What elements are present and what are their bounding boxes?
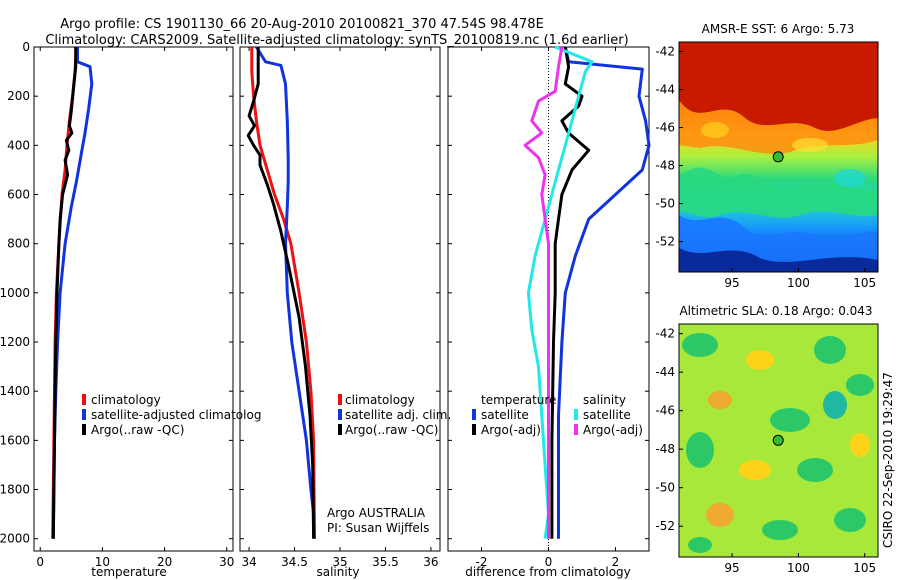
map-y-tick-label: -46 — [655, 404, 675, 418]
x-tick-label: 30 — [219, 555, 234, 569]
x-tick-label: 34 — [241, 555, 256, 569]
temperature-axes — [33, 46, 234, 552]
map-y-tick-label: -42 — [655, 45, 675, 59]
legend-swatch-blue — [472, 409, 476, 420]
legend-title-salinity: salinity — [583, 393, 626, 407]
y-tick-label: 200 — [7, 89, 30, 103]
x-tick-label: 0 — [545, 555, 553, 569]
figure-title-line2: Climatology: CARS2009. Satellite-adjuste… — [45, 33, 628, 48]
y-tick-label: 1600 — [0, 433, 30, 447]
map-x-tick-label: 95 — [724, 561, 739, 575]
legend-swatch-black — [338, 424, 342, 435]
y-tick-label: 1400 — [0, 384, 30, 398]
x-tick-label: 10 — [95, 555, 110, 569]
temperature-xlabel: temperature — [91, 565, 166, 579]
series-line — [250, 47, 316, 539]
x-tick-label: 0 — [36, 555, 44, 569]
salinity-legend: climatology satellite adj. clim. Argo(..… — [338, 393, 451, 437]
x-tick-label: 20 — [157, 555, 172, 569]
legend-label: Argo(..raw -QC) — [345, 423, 438, 437]
argo-note-line2: PI: Susan Wijffels — [327, 521, 429, 535]
legend-swatch-red — [338, 394, 342, 405]
figure-title-line1: Argo profile: CS 1901130_66 20-Aug-2010 … — [60, 17, 544, 32]
sla-map-title: Altimetric SLA: 0.18 Argo: 0.043 — [679, 304, 872, 318]
map-y-tick-label: -44 — [655, 365, 675, 379]
sst-map-title: AMSR-E SST: 6 Argo: 5.73 — [702, 22, 855, 36]
map-x-tick-label: 100 — [787, 561, 810, 575]
legend-label: climatology — [345, 393, 415, 407]
sst-map-frame — [678, 41, 879, 273]
side-timestamp-label: CSIRO 22-Sep-2010 19:29:47 — [881, 372, 895, 548]
map-x-tick-label: 105 — [853, 276, 876, 290]
y-tick-label: 1000 — [0, 286, 30, 300]
difference-xlabel: difference from climatology — [465, 565, 631, 579]
series-line — [526, 45, 594, 539]
salinity-axes — [239, 46, 441, 552]
series-line — [255, 46, 316, 539]
legend-swatch-cyan — [574, 409, 578, 420]
x-tick-label: -2 — [476, 555, 488, 569]
series-line — [523, 46, 564, 539]
map-x-tick-label: 105 — [853, 561, 876, 575]
map-y-tick-label: -42 — [655, 327, 675, 341]
legend-title-temperature: temperature — [481, 393, 556, 407]
sst-heatmap — [679, 42, 878, 272]
salinity-xlabel: salinity — [316, 565, 359, 579]
y-tick-label: 800 — [7, 237, 30, 251]
y-tick-label: 2000 — [0, 532, 30, 546]
temperature-legend: climatology satellite-adjusted climatolo… — [82, 393, 261, 437]
sst-argo-marker — [772, 151, 784, 163]
series-line — [550, 46, 591, 539]
sla-map-frame — [678, 323, 879, 558]
legend-label: satellite — [481, 408, 529, 422]
legend-swatch-red — [82, 394, 86, 405]
x-tick-label: 2 — [612, 555, 620, 569]
map-y-tick-label: -48 — [655, 159, 675, 173]
series-line — [246, 47, 316, 539]
series-line — [51, 47, 94, 539]
legend-swatch-blue — [338, 409, 342, 420]
legend-swatch-black — [472, 424, 476, 435]
series-line — [51, 47, 78, 539]
argo-note-line1: Argo AUSTRALIA — [327, 506, 426, 520]
legend-label: Argo(..raw -QC) — [91, 423, 184, 437]
y-tick-label: 1200 — [0, 335, 30, 349]
legend-label: Argo(-adj) — [481, 423, 541, 437]
x-tick-label: 34.5 — [281, 555, 308, 569]
map-y-tick-label: -52 — [655, 235, 675, 249]
legend-label: satellite-adjusted climatolog — [91, 408, 261, 422]
legend-swatch-blue — [82, 409, 86, 420]
map-y-tick-label: -50 — [655, 197, 675, 211]
legend-label: satellite — [583, 408, 631, 422]
map-y-tick-label: -50 — [655, 481, 675, 495]
x-tick-label: 35.5 — [372, 555, 399, 569]
y-tick-label: 400 — [7, 138, 30, 152]
legend-swatch-magenta — [574, 424, 578, 435]
map-y-tick-label: -52 — [655, 519, 675, 533]
legend-swatch-black — [82, 424, 86, 435]
map-x-tick-label: 100 — [787, 276, 810, 290]
map-y-tick-label: -44 — [655, 83, 675, 97]
legend-label: satellite adj. clim. — [345, 408, 451, 422]
x-tick-label: 36 — [423, 555, 438, 569]
map-y-tick-label: -48 — [655, 442, 675, 456]
difference-legend: temperature salinity satellite Argo(-adj… — [472, 393, 643, 437]
map-y-tick-label: -46 — [655, 121, 675, 135]
y-tick-label: 600 — [7, 188, 30, 202]
legend-label: Argo(-adj) — [583, 423, 643, 437]
sla-argo-marker — [772, 434, 784, 446]
y-tick-label: 0 — [22, 40, 30, 54]
map-x-tick-label: 95 — [724, 276, 739, 290]
x-tick-label: 35 — [332, 555, 347, 569]
y-tick-label: 1800 — [0, 483, 30, 497]
legend-label: climatology — [91, 393, 161, 407]
series-line — [557, 46, 651, 539]
